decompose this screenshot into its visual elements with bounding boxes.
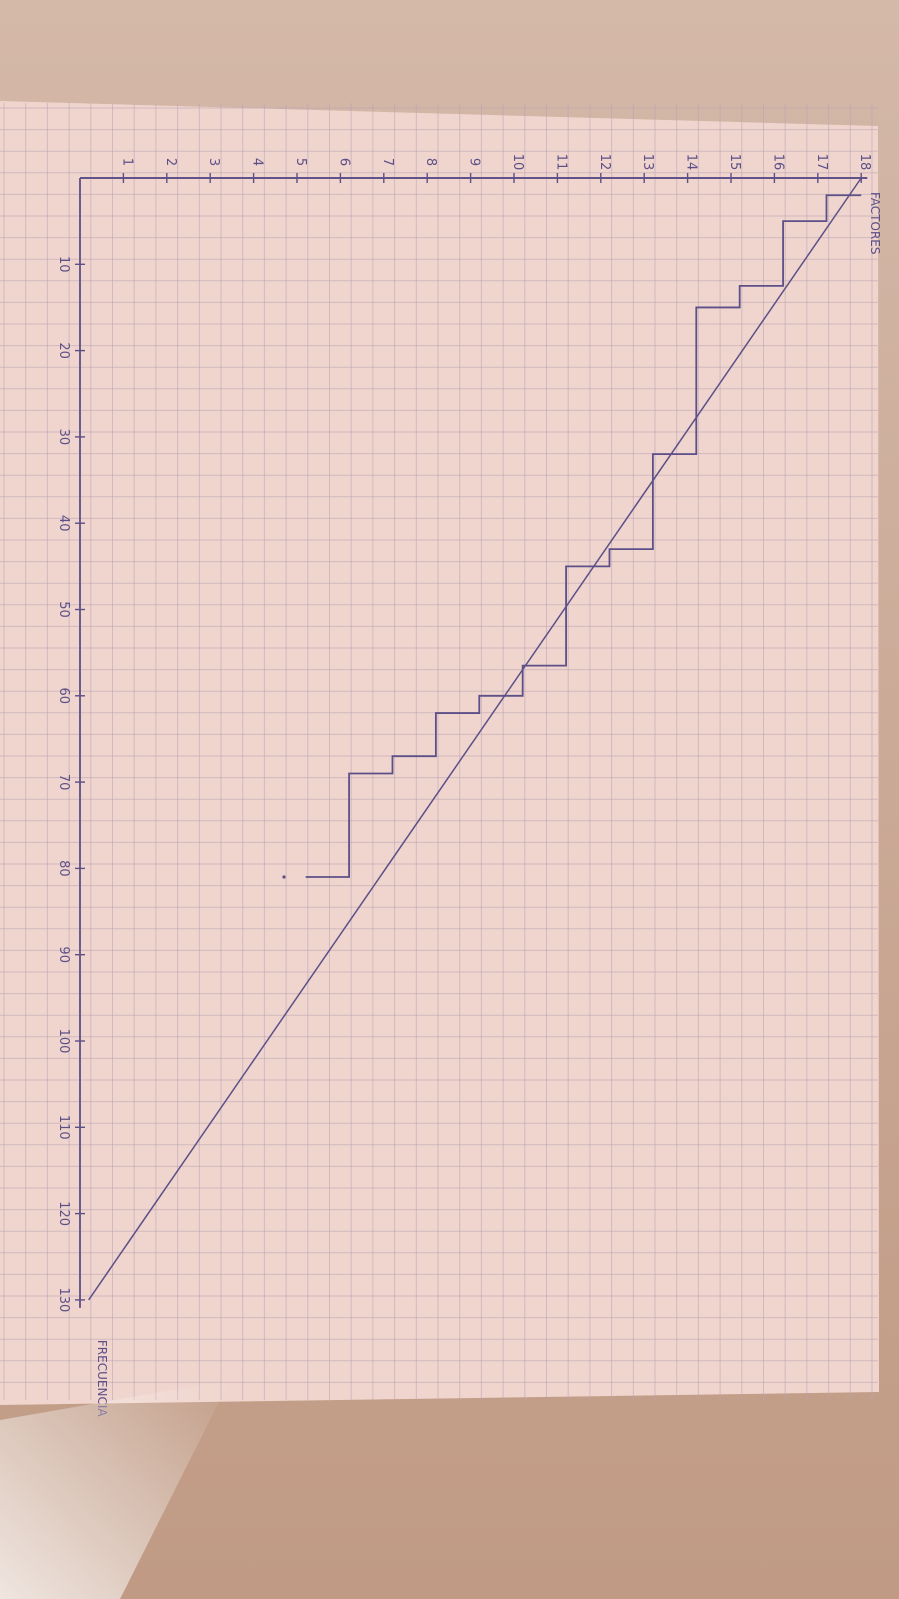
factores-tick-label: 11 bbox=[553, 154, 568, 171]
factores-tick-label: 6 bbox=[336, 158, 351, 166]
factores-tick-label: 18 bbox=[857, 154, 872, 171]
factores-tick-label: 1 bbox=[119, 158, 134, 166]
frecuencia-tick-label: 90 bbox=[56, 946, 71, 963]
frecuencia-tick-label: 130 bbox=[56, 1287, 71, 1312]
frecuencia-tick-label: 120 bbox=[56, 1201, 71, 1226]
factores-tick-label: 9 bbox=[467, 158, 482, 166]
frecuencia-tick-label: 80 bbox=[56, 860, 71, 877]
ticks bbox=[75, 173, 862, 1301]
factores-tick-label: 16 bbox=[770, 154, 785, 171]
frecuencia-tick-label: 70 bbox=[56, 774, 71, 791]
factores-tick-label: 12 bbox=[597, 154, 612, 171]
step-line-series bbox=[305, 194, 862, 878]
factores-tick-label: 3 bbox=[206, 158, 221, 166]
frecuencia-axis-label: FRECUENCIA bbox=[95, 1340, 109, 1417]
factores-tick-label: 7 bbox=[380, 158, 395, 166]
grid-lines bbox=[0, 103, 878, 1400]
frecuencia-tick-label: 60 bbox=[56, 688, 71, 705]
factores-axis-label: FACTORES bbox=[868, 192, 882, 255]
frecuencia-tick-label: 50 bbox=[56, 601, 71, 618]
frecuencia-tick-label: 20 bbox=[56, 342, 71, 359]
factores-tick-label: 14 bbox=[684, 154, 699, 171]
series bbox=[88, 177, 862, 1301]
frecuencia-tick-label: 100 bbox=[56, 1029, 71, 1054]
ink-dot bbox=[282, 875, 286, 879]
frecuencia-tick-label: 10 bbox=[56, 256, 71, 273]
factores-tick-label: 10 bbox=[510, 154, 525, 171]
light-glare bbox=[0, 1380, 230, 1599]
reference-line-series bbox=[88, 177, 862, 1301]
axes bbox=[79, 177, 868, 1308]
factores-tick-label: 8 bbox=[423, 158, 438, 166]
frecuencia-tick-label: 40 bbox=[56, 515, 71, 532]
factores-tick-label: 2 bbox=[163, 158, 178, 166]
factores-tick-label: 17 bbox=[814, 154, 829, 171]
factores-tick-label: 13 bbox=[640, 154, 655, 171]
factores-tick-label: 5 bbox=[293, 158, 308, 166]
paper-sheet bbox=[0, 101, 879, 1405]
factores-tick-label: 4 bbox=[250, 158, 265, 166]
frecuencia-tick-label: 110 bbox=[56, 1115, 71, 1140]
frecuencia-tick-label: 30 bbox=[56, 429, 71, 446]
graph-paper: 1 2 3 4 5 6 7 8 9 10 11 12 13 14 15 16 17 181020304050607… bbox=[0, 101, 882, 1417]
labels: 1 2 3 4 5 6 7 8 9 10 11 12 13 14 15 16 17 181020304050607… bbox=[56, 154, 882, 1418]
factores-tick-label: 15 bbox=[727, 154, 742, 171]
